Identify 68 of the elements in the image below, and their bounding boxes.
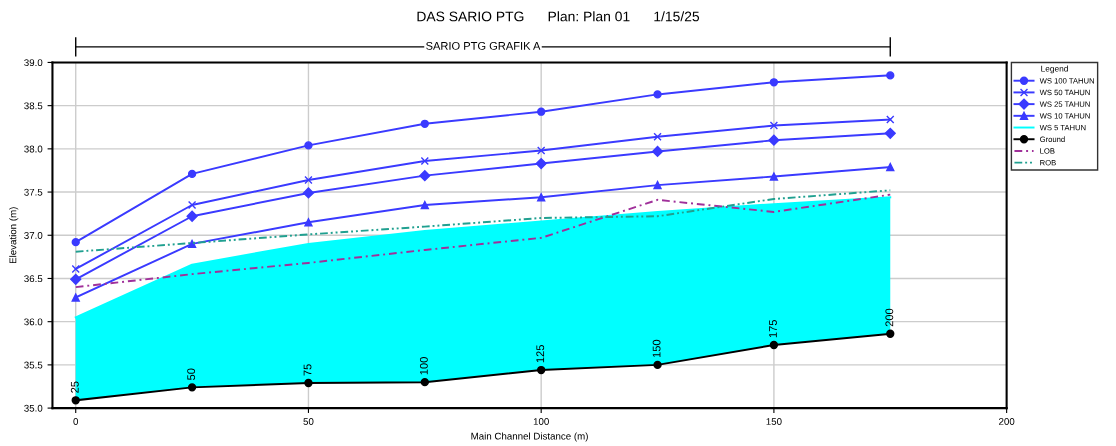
point: [886, 329, 895, 338]
chart-title: DAS SARIO PTG Plan: Plan 01 1/15/25: [417, 11, 700, 22]
legend-title: Legend: [1041, 65, 1068, 74]
y-tick-label: 39.0: [24, 59, 43, 67]
y-tick-label: 35.5: [24, 361, 43, 369]
point: [302, 187, 315, 199]
point: [420, 156, 429, 166]
point: [187, 383, 197, 392]
point: [304, 218, 313, 227]
point: [537, 365, 546, 375]
x-tick-label: 100: [533, 418, 549, 425]
annotation: 100: [419, 357, 428, 375]
annotation: 150: [652, 339, 661, 358]
y-tick-label: 38.0: [24, 145, 43, 153]
point: [537, 107, 546, 116]
point: [71, 264, 80, 274]
point: [419, 170, 431, 182]
point: [420, 200, 429, 210]
annotation: 50: [187, 368, 196, 380]
point: [769, 172, 779, 181]
point: [653, 90, 662, 99]
x-tick-label: 50: [303, 418, 314, 425]
x-tick-label: 0: [73, 418, 79, 425]
point: [884, 127, 896, 139]
point: [769, 78, 779, 87]
point: [187, 239, 197, 249]
chart-subtitle: SARIO PTG GRAFIK A: [426, 41, 541, 50]
point: [187, 169, 197, 179]
point: [70, 273, 82, 285]
point: [535, 157, 547, 170]
point: [420, 377, 429, 387]
point: [769, 121, 779, 130]
point: [768, 134, 780, 146]
point: [304, 141, 313, 150]
point: [537, 193, 546, 202]
x-tick-label: 200: [999, 418, 1015, 425]
point: [71, 293, 80, 302]
y-tick-label: 36.0: [24, 318, 43, 326]
y-tick-label: 37.5: [24, 188, 43, 196]
point: [653, 132, 662, 141]
point: [653, 360, 662, 370]
point: [71, 396, 80, 405]
point: [186, 210, 198, 222]
point: [653, 180, 662, 190]
point: [304, 175, 313, 185]
point: [71, 238, 80, 247]
point: [651, 145, 664, 158]
point: [304, 378, 313, 388]
point: [886, 162, 895, 172]
y-axis-title: Elevation (m): [9, 207, 19, 264]
point: [420, 119, 429, 128]
point: [886, 115, 895, 124]
x-tick-label: 150: [766, 418, 782, 425]
line-series: [74, 189, 892, 253]
y-tick-label: 35.0: [24, 404, 43, 412]
point: [187, 200, 197, 210]
annotation: 125: [536, 345, 545, 363]
annotation: 25: [70, 381, 79, 393]
y-tick-label: 38.5: [24, 102, 43, 110]
point: [537, 146, 546, 155]
x-axis-title: Main Channel Distance (m): [471, 432, 588, 442]
annotation: 200: [885, 308, 894, 327]
y-tick-label: 36.5: [24, 275, 43, 283]
point: [886, 71, 895, 80]
annotation: 75: [303, 364, 312, 376]
annotation: 175: [769, 319, 777, 338]
y-tick-label: 37.0: [24, 232, 43, 239]
point: [769, 340, 779, 350]
